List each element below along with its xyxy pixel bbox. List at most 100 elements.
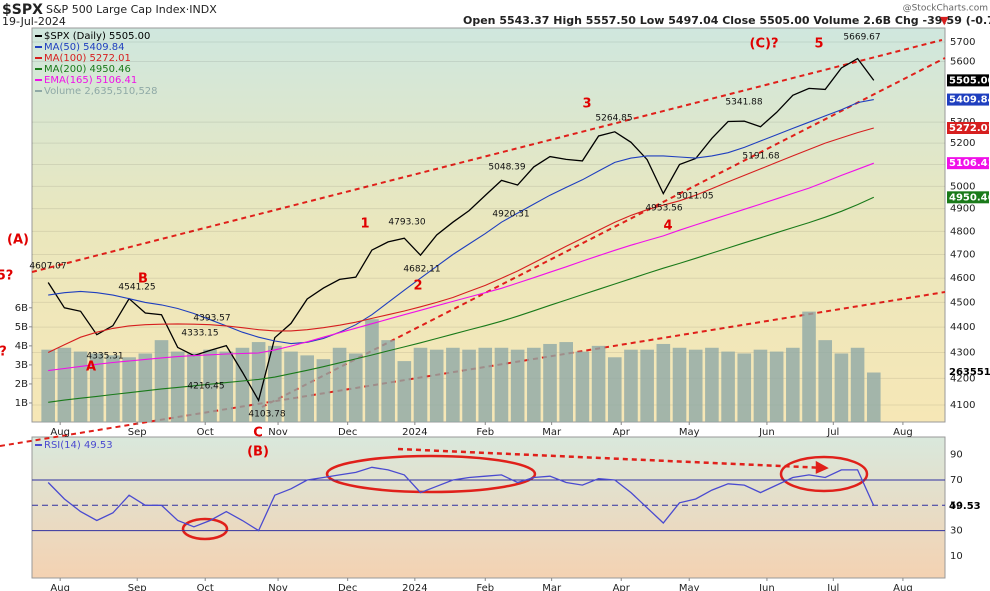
volume-bar [57, 347, 72, 422]
x-tick-label: Jul [826, 583, 839, 591]
wave-label: 2 [413, 279, 422, 294]
volume-bar [462, 349, 476, 422]
symbol: $SPX [2, 2, 43, 18]
y-tick-label: 4900 [950, 204, 975, 215]
volume-bar [559, 342, 574, 422]
price-label: 4793.30 [388, 218, 425, 228]
legend-entry: $SPX (Daily) 5505.00 [44, 31, 150, 42]
volume-bar [41, 349, 55, 422]
volume-bar [672, 347, 687, 422]
x-tick-label: Sep [128, 427, 147, 438]
volume-bar [721, 351, 735, 422]
price-line [47, 57, 875, 403]
highlight-ellipse [325, 454, 537, 494]
volume-bar [866, 372, 881, 422]
y2-tick-label: 5B [15, 322, 28, 333]
date: 19-Jul-2024 [2, 15, 66, 28]
last-value-label: 5106.41 [949, 158, 990, 169]
volume-bar [203, 349, 217, 422]
wave-label: (B) [247, 445, 269, 460]
price-label: 5264.85 [595, 114, 632, 124]
volume-bar [219, 351, 234, 422]
volume-bar [73, 351, 88, 422]
volume-bar [397, 361, 412, 422]
y-tick-label: 4500 [950, 297, 975, 308]
volume-bar [850, 347, 865, 422]
x-tick-label: Aug [50, 583, 70, 591]
trend-line [31, 39, 943, 273]
volume-bar [154, 340, 169, 422]
volume-bar [494, 347, 509, 422]
indicator-line [47, 466, 875, 532]
wave-label: C [253, 426, 263, 441]
x-tick-label: Feb [476, 427, 494, 438]
y-tick-label: 4800 [950, 226, 975, 237]
x-tick-label: Nov [268, 583, 288, 591]
y-tick-label: 4300 [950, 347, 975, 358]
volume-bar [235, 347, 250, 422]
x-tick-label: Mar [542, 583, 562, 591]
volume-bar [527, 347, 541, 422]
y-tick-label: 10 [950, 551, 963, 562]
highlight-ellipse [181, 517, 229, 541]
rsi-panel [31, 436, 946, 579]
volume-bar [138, 353, 153, 422]
x-tick-label: Jun [758, 583, 775, 591]
volume-bar [251, 342, 266, 422]
price-label: 4953.56 [645, 204, 682, 214]
volume-bar [300, 355, 314, 422]
volume-bar [737, 353, 752, 422]
x-tick-label: Oct [197, 427, 214, 438]
price-label: 5048.39 [488, 163, 525, 173]
y-tick-label: 4400 [950, 322, 975, 333]
last-value-label: 2635510 [949, 367, 990, 378]
price-label: 4216.45 [187, 382, 224, 392]
volume-bar [607, 357, 622, 422]
x-tick-label: May [679, 427, 700, 438]
rsi-highlights [181, 447, 869, 541]
volume-bar [429, 349, 444, 422]
last-value-label: 4950.46 [949, 192, 990, 203]
volume-bar [446, 347, 460, 422]
price-label: 4393.57 [193, 314, 230, 324]
indicator-line [48, 99, 874, 345]
y-tick-label: 30 [950, 526, 963, 537]
x-tick-label: Mar [542, 427, 562, 438]
arrow-head [815, 460, 829, 474]
price-label: 4103.78 [248, 410, 285, 420]
y2-tick-label: 4B [15, 341, 28, 352]
y-tick-label: 5700 [950, 37, 975, 48]
y-tick-label: 4600 [950, 273, 975, 284]
volume-bar [705, 347, 719, 422]
volume-bar [170, 351, 185, 422]
volume-bar [381, 340, 395, 422]
volume-bar [769, 351, 784, 422]
x-tick-label: Oct [197, 583, 214, 591]
x-tick-label: Dec [338, 583, 357, 591]
volume-bar [656, 343, 671, 422]
volume-bar [268, 345, 282, 422]
y-tick-label: 50 [950, 500, 963, 511]
legend-entry: EMA(165) 5106.41 [44, 75, 137, 86]
price-label: 5341.88 [725, 98, 762, 108]
y-tick-label: 4200 [950, 373, 975, 384]
x-tick-label: 2024 [402, 583, 427, 591]
price-label: 4541.25 [118, 283, 155, 293]
volume-bar [543, 343, 557, 422]
legend-entry: Volume 2,635,510,528 [44, 86, 158, 97]
legend-entry: MA(50) 5409.84 [44, 42, 125, 53]
y-tick-label: 4700 [950, 250, 975, 261]
volume-bar [122, 357, 136, 422]
volume-bar [284, 351, 298, 422]
last-value-box [947, 93, 989, 106]
x-tick-label: May [679, 583, 700, 591]
volume-bar [575, 351, 590, 422]
wave-label: 1 [360, 217, 369, 232]
volume-bar [187, 353, 201, 422]
highlight-ellipse [779, 455, 869, 493]
price-label: 4682.11 [403, 265, 440, 275]
volume-bar [640, 349, 654, 422]
volume-bar [591, 345, 606, 422]
indicator-line [47, 127, 874, 353]
y2-tick-label: 2B [15, 379, 28, 390]
